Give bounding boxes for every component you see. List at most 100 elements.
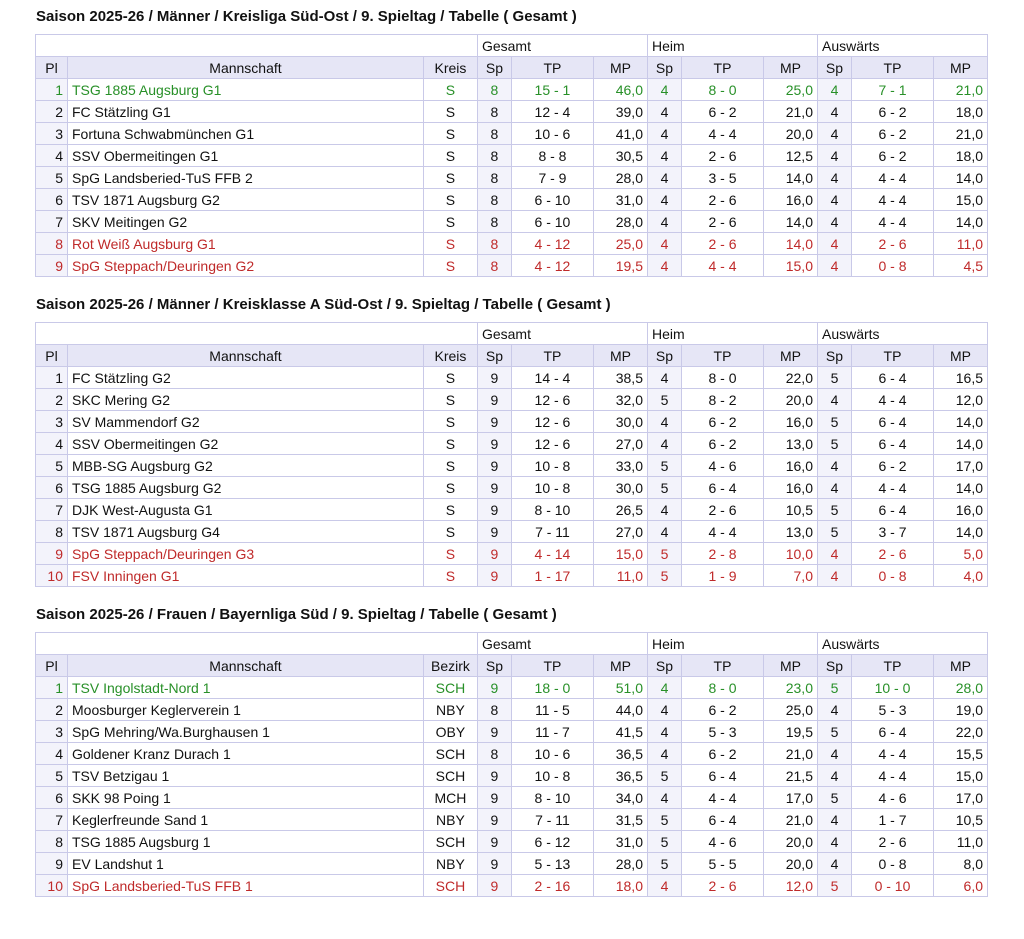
column-header-mp: MP [762, 654, 818, 677]
cell-sp: 8 [476, 742, 512, 765]
cell-tp: 6 - 2 [850, 144, 934, 167]
cell-sp: 9 [476, 454, 512, 477]
cell-sp: 8 [476, 210, 512, 233]
cell-sp: 4 [816, 78, 852, 101]
cell-mp: 16,0 [762, 476, 818, 499]
group-header-row: Gesamt Heim Auswärts [35, 632, 989, 655]
cell-sp: 4 [646, 188, 682, 211]
table-row: 3 SV Mammendorf G2 S 9 12 - 6 30,0 4 6 - 2 16,0 5… [35, 410, 989, 433]
cell-team: SKV Meitingen G2 [67, 210, 424, 233]
cell-mp: 20,0 [762, 852, 818, 875]
cell-mp: 16,0 [932, 498, 989, 521]
cell-tp: 6 - 4 [850, 498, 934, 521]
group-header-spacer [35, 632, 478, 655]
cell-mp: 19,5 [592, 254, 648, 277]
cell-tp: 8 - 8 [510, 144, 594, 167]
cell-region: S [422, 498, 478, 521]
cell-sp: 4 [816, 852, 852, 875]
standings-section-kreisliga-sued-ost: Saison 2025-26 / Männer / Kreisliga Süd-… [35, 8, 989, 277]
cell-tp: 6 - 2 [680, 742, 764, 765]
cell-tp: 6 - 4 [850, 410, 934, 433]
standings-table: Gesamt Heim Auswärts Pl Mannschaft Bezirk Sp TP… [35, 632, 989, 897]
cell-sp: 9 [476, 388, 512, 411]
cell-tp: 12 - 6 [510, 432, 594, 455]
cell-sp: 8 [476, 122, 512, 145]
table-row: 10 FSV Inningen G1 S 9 1 - 17 11,0 5 1 - 9 7,0 4 0… [35, 564, 989, 587]
cell-tp: 18 - 0 [510, 676, 594, 699]
cell-mp: 15,0 [932, 188, 989, 211]
cell-mp: 18,0 [932, 100, 989, 123]
cell-rank: 2 [35, 698, 68, 721]
column-header-row: Pl Mannschaft Kreis Sp TP MP Sp TP MP Sp TP MP [35, 56, 989, 79]
column-header-tp: TP [680, 654, 764, 677]
cell-team: DJK West-Augusta G1 [67, 498, 424, 521]
cell-tp: 10 - 6 [510, 122, 594, 145]
cell-tp: 4 - 6 [680, 830, 764, 853]
cell-rank: 5 [35, 454, 68, 477]
cell-team: SKC Mering G2 [67, 388, 424, 411]
group-header-auswaerts: Auswärts [816, 322, 989, 345]
cell-tp: 8 - 0 [680, 366, 764, 389]
cell-tp: 11 - 5 [510, 698, 594, 721]
cell-rank: 3 [35, 720, 68, 743]
cell-sp: 4 [816, 232, 852, 255]
column-header-team: Mannschaft [67, 654, 424, 677]
cell-tp: 6 - 4 [850, 432, 934, 455]
column-header-rank: Pl [35, 654, 68, 677]
cell-rank: 9 [35, 852, 68, 875]
cell-sp: 4 [816, 100, 852, 123]
table-row: 10 SpG Landsberied-TuS FFB 1 SCH 9 2 - 16 18,… [35, 874, 989, 897]
cell-mp: 12,0 [932, 388, 989, 411]
cell-mp: 21,0 [932, 78, 989, 101]
standings-section-bayernliga-sued: Saison 2025-26 / Frauen / Bayernliga Süd… [35, 606, 989, 897]
cell-sp: 9 [476, 432, 512, 455]
cell-team: FC Stätzling G2 [67, 366, 424, 389]
cell-mp: 14,0 [762, 166, 818, 189]
cell-team: Keglerfreunde Sand 1 [67, 808, 424, 831]
cell-mp: 20,0 [762, 830, 818, 853]
cell-mp: 12,5 [762, 144, 818, 167]
column-header-sp: Sp [816, 344, 852, 367]
standings-section-kreisklasse-a-sued-ost: Saison 2025-26 / Männer / Kreisklasse A … [35, 296, 989, 587]
cell-rank: 8 [35, 232, 68, 255]
column-header-tp: TP [680, 344, 764, 367]
cell-rank: 2 [35, 100, 68, 123]
table-row: 1 FC Stätzling G2 S 9 14 - 4 38,5 4 8 - 0 22,0 5 6… [35, 366, 989, 389]
cell-mp: 28,0 [592, 210, 648, 233]
cell-mp: 32,0 [592, 388, 648, 411]
cell-sp: 8 [476, 254, 512, 277]
cell-sp: 9 [476, 520, 512, 543]
cell-rank: 1 [35, 676, 68, 699]
cell-tp: 2 - 6 [680, 210, 764, 233]
cell-sp: 5 [646, 808, 682, 831]
cell-tp: 4 - 6 [850, 786, 934, 809]
group-header-gesamt: Gesamt [476, 322, 648, 345]
cell-sp: 4 [646, 210, 682, 233]
cell-region: OBY [422, 720, 478, 743]
cell-sp: 9 [476, 764, 512, 787]
cell-sp: 8 [476, 144, 512, 167]
cell-tp: 1 - 7 [850, 808, 934, 831]
cell-sp: 8 [476, 78, 512, 101]
cell-rank: 7 [35, 808, 68, 831]
cell-tp: 8 - 0 [680, 676, 764, 699]
cell-team: TSV 1871 Augsburg G2 [67, 188, 424, 211]
cell-sp: 9 [476, 830, 512, 853]
cell-tp: 6 - 2 [850, 454, 934, 477]
cell-mp: 17,0 [932, 786, 989, 809]
cell-mp: 14,0 [932, 210, 989, 233]
cell-tp: 4 - 4 [850, 166, 934, 189]
cell-tp: 2 - 6 [680, 144, 764, 167]
group-header-heim: Heim [646, 322, 818, 345]
cell-mp: 25,0 [762, 698, 818, 721]
column-header-sp: Sp [476, 344, 512, 367]
cell-sp: 4 [646, 520, 682, 543]
cell-mp: 21,0 [932, 122, 989, 145]
group-header-spacer [35, 322, 478, 345]
cell-tp: 2 - 6 [850, 232, 934, 255]
cell-sp: 4 [646, 874, 682, 897]
cell-mp: 6,0 [932, 874, 989, 897]
cell-tp: 4 - 4 [850, 742, 934, 765]
cell-sp: 4 [816, 254, 852, 277]
cell-region: S [422, 254, 478, 277]
